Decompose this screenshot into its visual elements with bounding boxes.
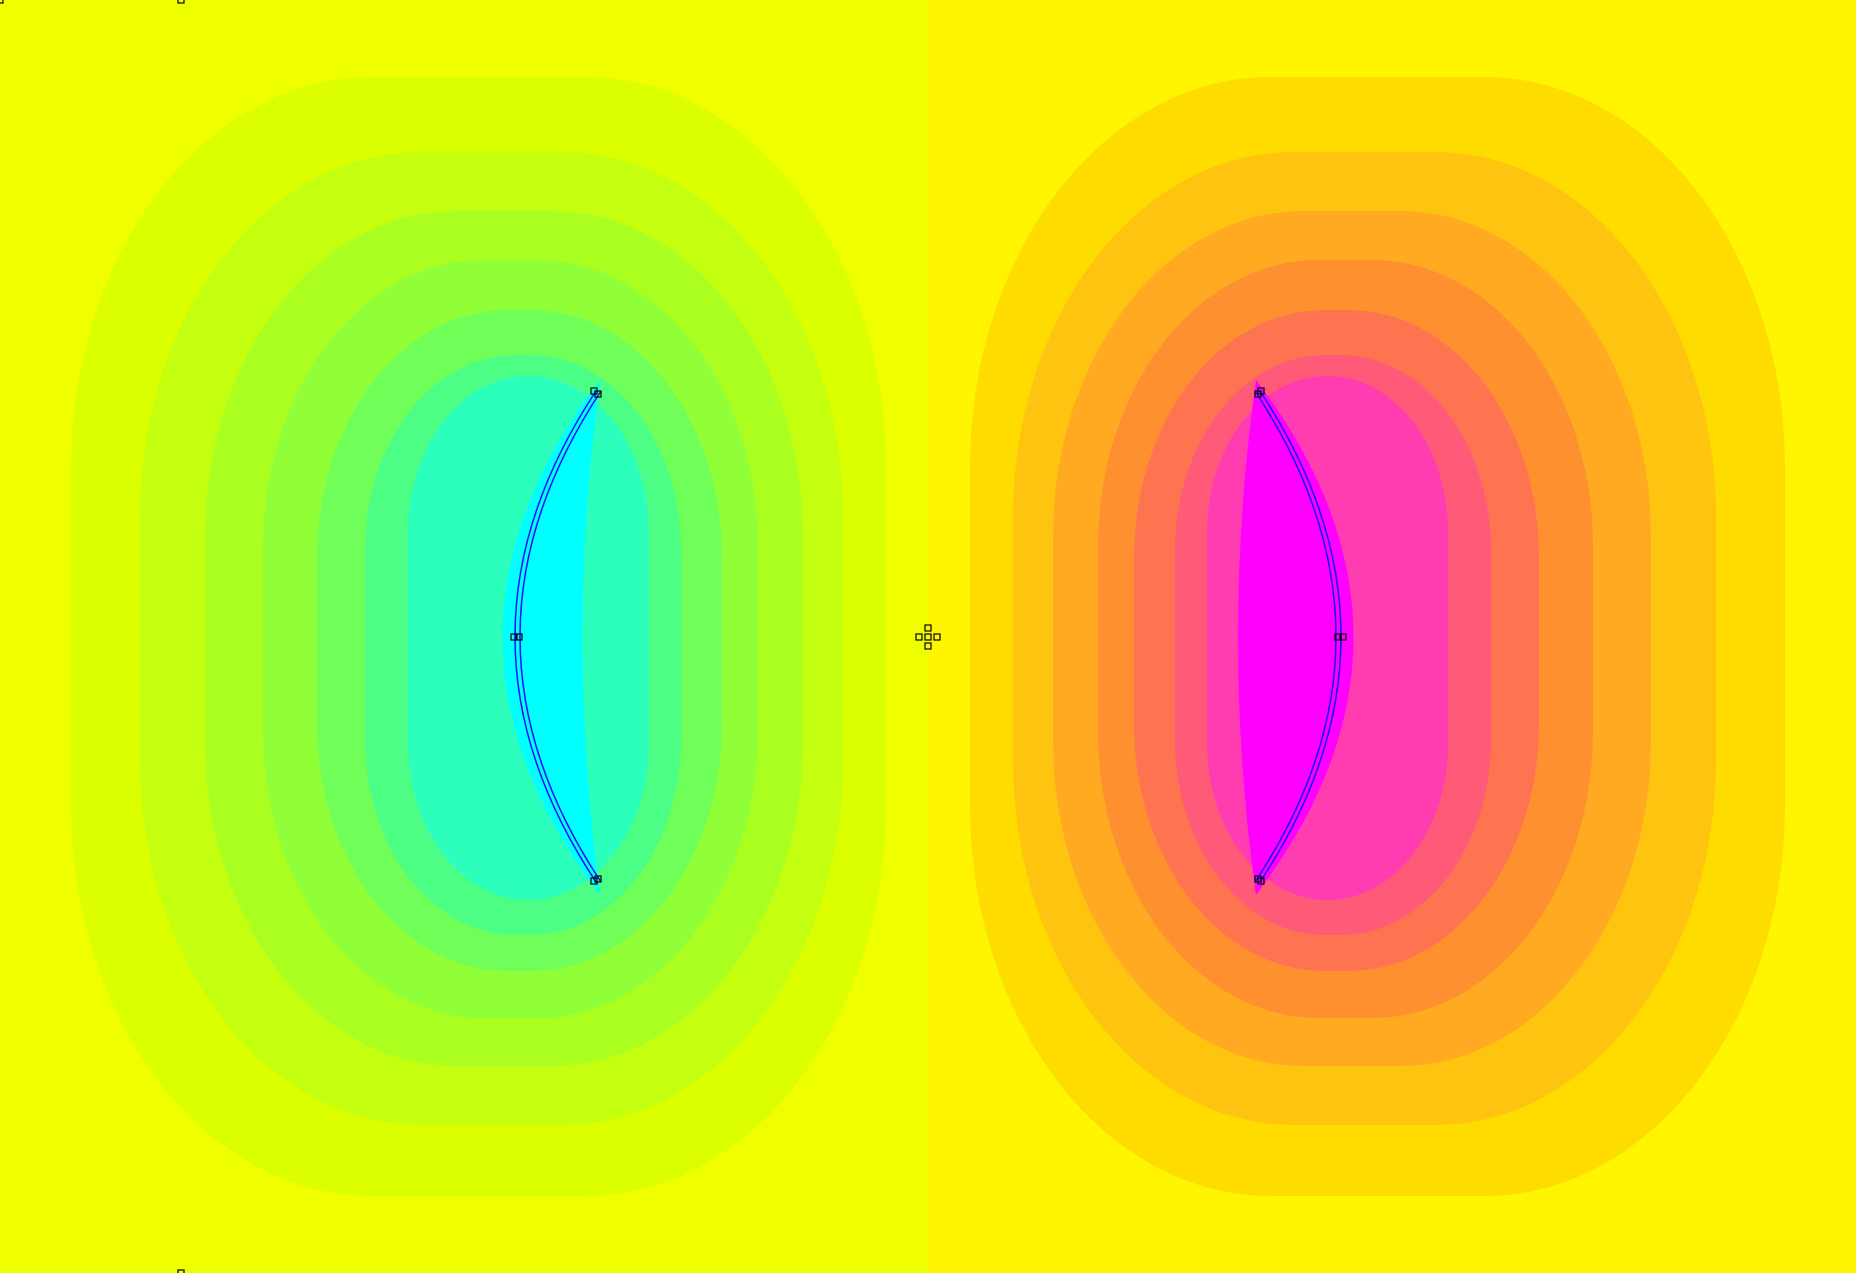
node-marker: [1254, 390, 1262, 398]
node-marker: [933, 633, 941, 641]
node-marker: [177, 1269, 185, 1273]
node-marker: [915, 633, 923, 641]
node-marker: [177, 0, 185, 4]
core-region-right: [1238, 380, 1354, 895]
node-marker: [1339, 633, 1347, 641]
node-marker: [594, 875, 602, 883]
node-marker: [594, 390, 602, 398]
node-marker: [1254, 875, 1262, 883]
conductor-boundary-left: [519, 390, 602, 883]
conductor-boundary-right: [1254, 390, 1337, 883]
node-marker: [515, 633, 523, 641]
node-marker: [590, 877, 598, 885]
node-marker: [510, 633, 518, 641]
node-marker: [1334, 633, 1342, 641]
node-marker: [924, 642, 932, 650]
conductor-boundary-left: [514, 390, 597, 883]
node-marker: [924, 624, 932, 632]
node-marker: [924, 633, 932, 641]
core-region-left: [502, 380, 600, 895]
